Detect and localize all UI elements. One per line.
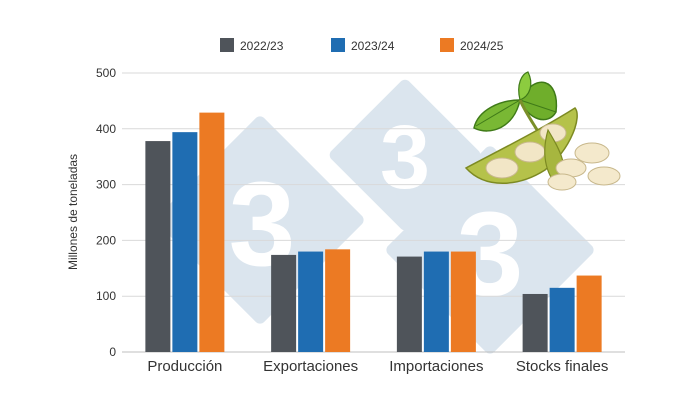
bar-2024-25-1 <box>325 249 351 352</box>
bar-2024-25-3 <box>576 275 602 352</box>
y-tick-label: 100 <box>96 289 116 303</box>
y-tick-label: 0 <box>109 345 116 359</box>
y-tick-label: 300 <box>96 178 116 192</box>
soybean-pods-icon <box>464 71 621 191</box>
bar-2024-25-2 <box>450 251 476 352</box>
y-tick-label: 400 <box>96 122 116 136</box>
bar-2022-23-2 <box>396 256 422 352</box>
legend-label: 2023/24 <box>351 39 395 53</box>
bar-2022-23-3 <box>522 293 548 352</box>
watermark-digit: 3 <box>380 108 430 208</box>
bar-2023-24-2 <box>423 251 449 352</box>
y-axis-label: Millones de toneladas <box>66 154 80 270</box>
x-tick-label: Stocks finales <box>516 358 609 375</box>
bars <box>145 112 602 352</box>
bar-2022-23-0 <box>145 141 171 352</box>
legend-label: 2022/23 <box>240 39 284 53</box>
bar-2024-25-0 <box>199 112 225 352</box>
y-tick-label: 200 <box>96 233 116 247</box>
bar-2023-24-3 <box>549 287 575 352</box>
y-tick-labels: 0 100 200 300 400 500 <box>96 66 116 359</box>
x-tick-label: Importaciones <box>389 358 483 375</box>
legend-label: 2024/25 <box>460 39 504 53</box>
legend-swatch <box>331 38 345 52</box>
bar-2022-23-1 <box>271 254 297 352</box>
y-tick-label: 500 <box>96 66 116 80</box>
legend-swatch <box>220 38 234 52</box>
x-tick-label: Producción <box>147 358 222 375</box>
x-tick-label: Exportaciones <box>263 358 358 375</box>
bar-2023-24-0 <box>172 132 198 352</box>
legend: 2022/23 2023/24 2024/25 <box>220 38 504 53</box>
x-tick-labels: Producción Exportaciones Importaciones Stoc… <box>147 358 608 375</box>
legend-swatch <box>440 38 454 52</box>
bar-2023-24-1 <box>298 251 324 352</box>
